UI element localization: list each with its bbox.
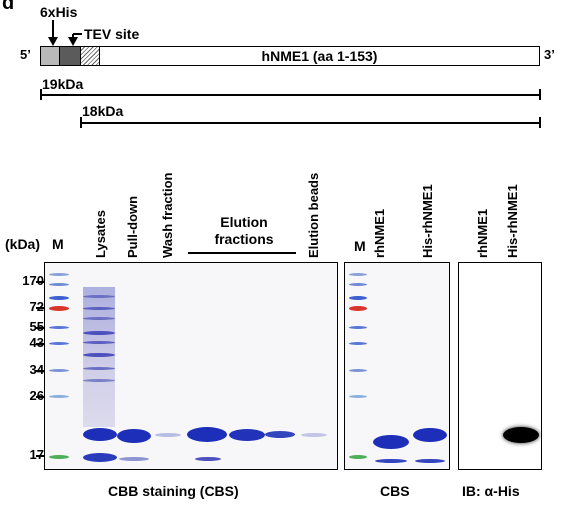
size-cleaved-bar <box>80 122 540 124</box>
linker-segment <box>59 46 81 66</box>
size-cleaved-label: 18kDa <box>82 103 124 119</box>
hnme1-segment: hNME1 (aa 1-153) <box>99 46 540 66</box>
gel-cbb <box>44 262 338 470</box>
kda-label: (kDa) <box>5 236 41 252</box>
footer-cbb: CBB staining (CBS) <box>108 483 239 499</box>
cbs-rhnme1-band <box>373 435 409 449</box>
three-prime-label: 3’ <box>544 47 555 62</box>
panel-letter: d <box>2 0 15 14</box>
lane-label-wash: Wash fraction <box>160 172 175 258</box>
lane-label-cbs-his-rhnme1: His-rhNME1 <box>420 184 435 258</box>
lane-label-lysates: Lysates <box>93 210 108 258</box>
tev-site-segment <box>80 46 100 66</box>
blot-ib <box>458 262 542 470</box>
lane-label-cbs-rhnme1: rhNME1 <box>372 208 387 258</box>
marker-lane-label: M <box>52 236 64 252</box>
tev-site-label: TEV site <box>84 26 140 42</box>
mw-72: 72 <box>10 299 44 314</box>
elution-band-1 <box>187 427 227 442</box>
size-full-label: 19kDa <box>42 76 84 92</box>
lane-label-ib-his-rhnme1: His-rhNME1 <box>505 184 520 258</box>
elution-band-2 <box>229 429 265 441</box>
wash-band <box>155 433 181 437</box>
lane-label-elution-beads: Elution beads <box>306 172 321 258</box>
mw-170: 170 <box>22 273 44 288</box>
footer-ib: IB: α-His <box>462 483 520 499</box>
cbs-his-rhnme1-band <box>413 428 447 442</box>
mw-34: 34 <box>10 362 44 377</box>
footer-cbs: CBS <box>380 483 410 499</box>
ib-his-rhnme1-band <box>503 427 539 443</box>
lane-label-pull-down: Pull-down <box>125 195 140 258</box>
marker-lane-label-cbs: M <box>354 238 366 254</box>
pull-down-band <box>117 429 151 443</box>
mw-ladder: 170 72 55 43 34 26 17 <box>0 0 44 511</box>
elution-beads-band <box>301 433 327 437</box>
mw-17: 17 <box>10 447 44 462</box>
mw-26: 26 <box>10 388 44 403</box>
mw-43: 43 <box>10 335 44 350</box>
tag-arrows <box>48 20 82 46</box>
hnme1-label: hNME1 (aa 1-153) <box>261 48 378 64</box>
size-full-bar <box>40 94 540 96</box>
five-prime-label: 5’ <box>20 47 31 62</box>
his-tag-label: 6xHis <box>40 4 78 20</box>
elution-band-3 <box>265 431 295 438</box>
elution-fractions-label: Elution fractions <box>214 214 274 247</box>
elution-bracket <box>188 252 296 254</box>
gel-cbs <box>344 262 450 470</box>
mw-55: 55 <box>10 319 44 334</box>
lane-label-ib-rhnme1: rhNME1 <box>475 208 490 258</box>
